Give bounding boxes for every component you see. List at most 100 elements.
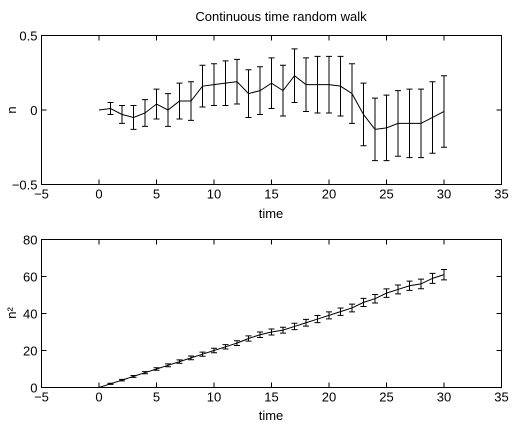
bottom-y-tick-label: 40: [23, 307, 37, 322]
bottom-error-bar: [107, 382, 114, 385]
chart-title: Continuous time random walk: [195, 9, 367, 24]
top-x-axis-label: time: [259, 206, 284, 221]
bottom-y-tick-label: 0: [30, 381, 37, 396]
bottom-error-bar: [291, 322, 298, 331]
bottom-x-axis-label: time: [259, 408, 284, 423]
bottom-error-bar: [349, 303, 355, 313]
top-error-bar: [222, 60, 229, 107]
bottom-error-bar: [429, 272, 436, 284]
top-error-bar: [314, 55, 321, 114]
bottom-x-tick-label: −5: [34, 390, 49, 405]
bottom-y-tick-label: 20: [23, 344, 37, 359]
top-error-bar: [119, 105, 125, 124]
top-error-bar: [142, 99, 148, 127]
bottom-error-bar: [211, 347, 217, 354]
bottom-error-bar: [280, 326, 286, 334]
bottom-error-bar: [268, 328, 275, 336]
top-error-bar: [280, 64, 286, 117]
top-error-bar: [383, 94, 390, 162]
bottom-error-bar: [314, 315, 321, 324]
top-error-bar: [257, 66, 263, 115]
top-error-bar: [441, 75, 447, 148]
bottom-error-bar: [165, 363, 171, 368]
bottom-error-bar: [130, 374, 137, 378]
bottom-error-bar: [337, 307, 344, 316]
bottom-error-bar: [222, 344, 229, 350]
bottom-error-bar: [372, 293, 378, 304]
bottom-error-bar: [395, 284, 401, 295]
top-error-bar: [234, 58, 240, 105]
top-error-bar: [188, 81, 194, 121]
top-x-tick-label: 30: [437, 187, 451, 202]
top-error-bar: [418, 88, 424, 159]
top-x-tick-label: 10: [207, 187, 221, 202]
top-error-bar: [245, 69, 252, 118]
top-error-bar: [176, 82, 183, 120]
top-y-axis-label: n: [4, 106, 19, 113]
bottom-error-bar: [303, 318, 309, 327]
bottom-x-tick-label: 25: [379, 390, 393, 405]
top-error-bar: [406, 88, 413, 159]
top-error-bar: [395, 90, 401, 157]
bottom-error-bar: [406, 280, 413, 291]
top-x-tick-label: 15: [264, 187, 278, 202]
top-error-bar: [326, 55, 332, 114]
bottom-x-tick-label: 5: [153, 390, 160, 405]
top-x-tick-label: 25: [379, 187, 393, 202]
bottom-error-bar: [176, 359, 183, 364]
top-error-bar: [372, 97, 378, 162]
top-error-bar: [268, 57, 275, 110]
top-x-tick-label: 0: [95, 187, 102, 202]
bottom-y-tick-label: 80: [23, 233, 37, 248]
bottom-error-bar: [326, 311, 332, 320]
top-error-bar: [107, 102, 114, 115]
bottom-error-bar: [234, 340, 240, 347]
top-y-tick-label: 0.5: [19, 29, 37, 44]
bottom-y-axis-label: n²: [4, 307, 19, 319]
bottom-error-bar: [245, 335, 252, 342]
bottom-error-bar: [199, 351, 206, 357]
bottom-error-bar: [142, 371, 148, 375]
top-error-bar: [360, 82, 367, 147]
top-error-bar: [211, 63, 217, 107]
top-plot-frame: [41, 35, 502, 185]
top-x-tick-label: 35: [494, 187, 508, 202]
bottom-x-tick-label: 30: [437, 390, 451, 405]
top-error-bar: [303, 57, 309, 112]
top-error-bar: [349, 63, 355, 124]
top-y-tick-label: 0: [30, 103, 37, 118]
top-y-tick-label: −0.5: [12, 178, 38, 193]
top-panel-ticks: −5 0 5 10 15 20 25 30 35 −0.5 0 0.5: [12, 29, 509, 202]
top-panel: Continuous time random walk −5 0 5 10 15 20 25…: [4, 9, 509, 221]
top-panel-marks: [98, 48, 447, 162]
bottom-error-bar: [383, 288, 390, 298]
bottom-error-bar: [418, 278, 424, 290]
top-x-tick-label: −5: [34, 187, 49, 202]
bottom-error-bar: [441, 268, 447, 281]
top-x-tick-label: 20: [322, 187, 336, 202]
bottom-panel-marks: [98, 268, 447, 388]
top-error-bar: [337, 55, 344, 117]
bottom-error-bar: [153, 367, 160, 371]
bottom-x-tick-label: 0: [95, 390, 102, 405]
bottom-error-bar: [119, 378, 125, 382]
bottom-error-bar: [257, 331, 263, 339]
bottom-error-bar: [360, 297, 367, 307]
bottom-x-tick-label: 20: [322, 390, 336, 405]
top-error-bar: [199, 64, 206, 108]
top-error-bar: [429, 81, 436, 154]
top-error-bar: [165, 93, 171, 127]
top-error-bar: [153, 88, 160, 120]
bottom-x-tick-label: 15: [264, 390, 278, 405]
bottom-x-tick-label: 10: [207, 390, 221, 405]
bottom-x-tick-label: 35: [494, 390, 508, 405]
bottom-y-tick-label: 60: [23, 270, 37, 285]
top-error-bar: [130, 105, 137, 130]
top-error-bar: [291, 48, 298, 104]
top-x-tick-label: 5: [153, 187, 160, 202]
bottom-plot-frame: [41, 239, 502, 388]
bottom-error-bar: [188, 355, 194, 361]
